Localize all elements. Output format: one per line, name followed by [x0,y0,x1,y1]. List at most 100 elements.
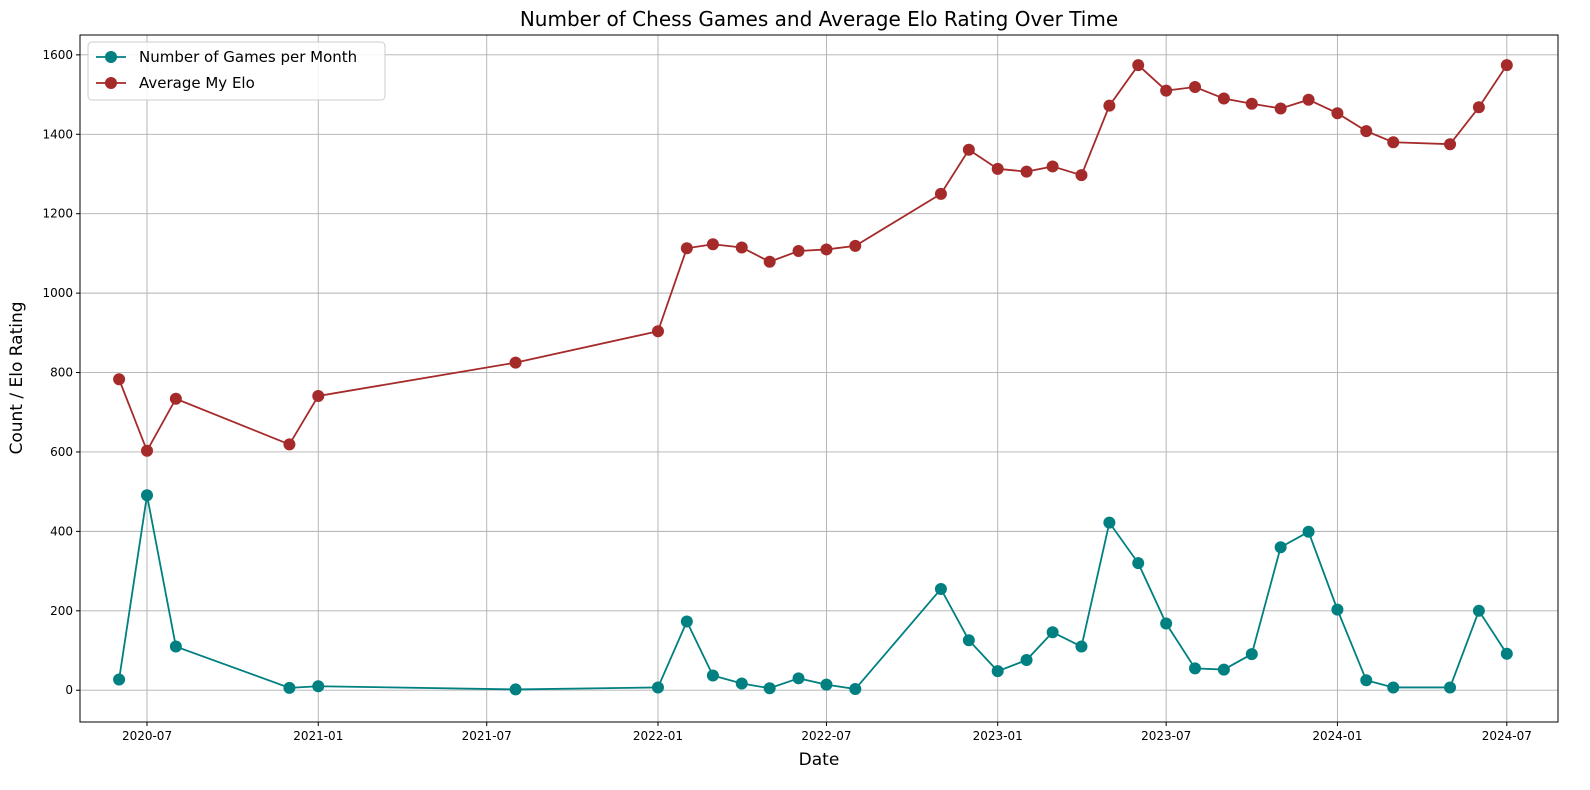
y-tick-label: 1600 [42,48,73,62]
series-line-0 [118,495,1508,691]
y-tick-label: 800 [50,366,73,380]
data-point [1331,603,1344,616]
data-point [509,356,522,369]
data-point [113,373,126,386]
x-tick-label: 2024-01 [1312,729,1362,743]
legend-label-elo: Average My Elo [139,74,255,92]
data-point [1360,125,1373,138]
data-point [1245,648,1258,661]
data-point [763,255,776,268]
data-point [651,681,664,694]
legend-marker-games [105,51,117,63]
plot-frame [79,34,1559,723]
data-point [849,683,862,696]
data-point [820,678,833,691]
x-tick-label: 2023-01 [973,729,1023,743]
data-point [1103,516,1116,529]
data-point [1472,604,1485,617]
y-axis: 0 200 400 600 800 1000 1200 1400 1600 [42,48,80,697]
data-point [680,242,693,255]
x-axis-title: Date [799,750,840,770]
data-point [735,677,748,690]
data-point [283,681,296,694]
x-tick-label: 2022-07 [801,729,851,743]
data-point [735,241,748,254]
x-tick-label: 2021-07 [462,729,512,743]
y-tick-label: 600 [50,445,73,459]
data-point [141,489,154,502]
data-point [1444,681,1457,694]
data-point [1189,81,1202,94]
chart-title: Number of Chess Games and Average Elo Ra… [520,7,1118,31]
data-point [1075,169,1088,182]
series-line-1 [118,63,1508,453]
data-point [509,683,522,696]
data-point [1132,557,1145,570]
legend-label-games: Number of Games per Month [139,48,357,66]
data-point [1500,647,1513,660]
series-0 [113,489,1513,696]
data-point [113,673,126,686]
data-point [312,389,325,402]
data-point [962,634,975,647]
legend: Number of Games per Month Average My Elo [87,41,386,101]
legend-marker-elo [105,77,117,89]
data-point [1387,136,1400,149]
data-point [1444,138,1457,151]
data-point [1046,160,1059,173]
data-point [1217,92,1230,105]
data-point [1302,525,1315,538]
data-point [169,392,182,405]
data-point [1217,663,1230,676]
data-point [934,582,947,595]
x-tick-label: 2021-01 [293,729,343,743]
data-point [1160,84,1173,97]
data-point [312,680,325,693]
x-tick-label: 2023-07 [1141,729,1191,743]
grid [80,35,1558,722]
y-axis-title: Count / Elo Rating [7,301,27,454]
series-layer [113,59,1513,696]
data-point [849,239,862,252]
data-point [706,669,719,682]
data-point [1274,541,1287,554]
data-point [283,438,296,451]
series-1 [113,59,1513,457]
y-tick-label: 200 [50,604,73,618]
data-point [1075,640,1088,653]
x-tick-label: 2020-07 [122,729,172,743]
y-tick-label: 1400 [42,127,73,141]
y-tick-label: 400 [50,524,73,538]
x-tick-label: 2024-07 [1482,729,1532,743]
data-point [763,682,776,695]
data-point [1046,626,1059,639]
data-point [1472,101,1485,114]
data-point [1020,165,1033,178]
x-axis: 2020-07 2021-01 2021-07 2022-01 2022-07 2023-… [122,722,1532,743]
data-point [1189,662,1202,675]
y-tick-label: 1200 [42,207,73,221]
x-tick-label: 2022-01 [633,729,683,743]
data-point [1103,99,1116,112]
data-point [1360,674,1373,687]
data-point [1274,102,1287,115]
data-point [934,187,947,200]
data-point [820,243,833,256]
data-point [1387,681,1400,694]
data-point [792,672,805,685]
data-point [1160,617,1173,630]
data-point [1302,93,1315,106]
data-point [962,143,975,156]
data-point [1500,59,1513,72]
data-point [169,640,182,653]
data-point [792,245,805,258]
data-point [1132,59,1145,72]
data-point [1331,107,1344,120]
data-point [651,325,664,338]
data-point [706,238,719,251]
data-point [991,665,1004,678]
y-tick-label: 0 [65,683,73,697]
y-tick-label: 1000 [42,286,73,300]
data-point [991,162,1004,175]
